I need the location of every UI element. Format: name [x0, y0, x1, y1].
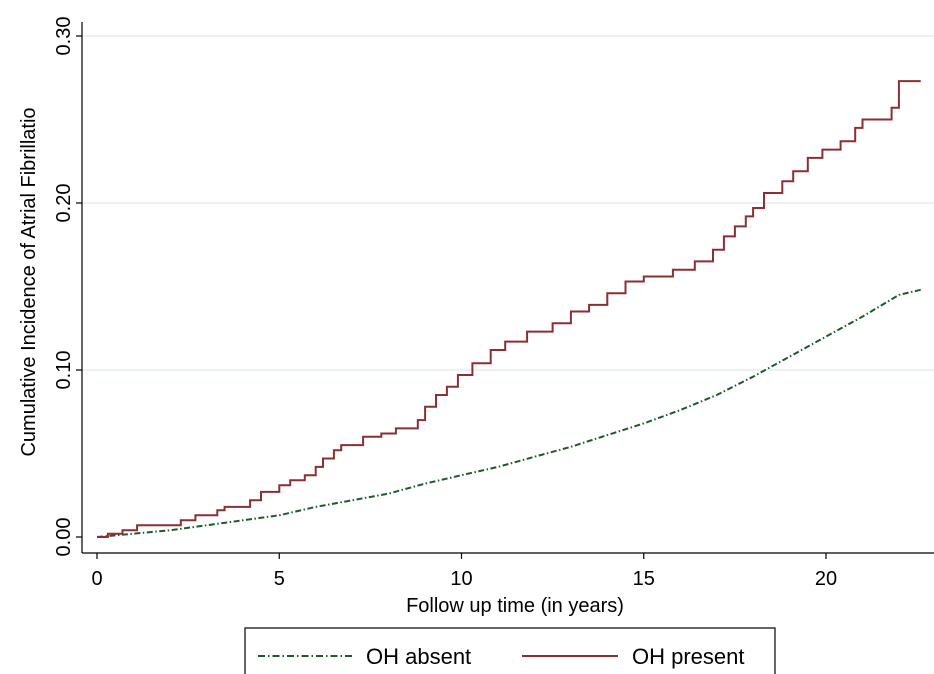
legend-label-oh-absent: OH absent: [366, 644, 471, 669]
tick-labels: 0.00 0.10 0.20 0.30 0 5 10 15 20: [53, 17, 837, 590]
legend-label-oh-present: OH present: [632, 644, 745, 669]
x-tick-label: 20: [815, 568, 837, 590]
legend-box: [244, 627, 776, 674]
x-tick-label: 10: [450, 568, 472, 590]
x-tick-label: 15: [633, 568, 655, 590]
series-layer: [96, 80, 922, 538]
legend: OH absent OH present: [244, 627, 776, 674]
x-tick-label: 5: [274, 568, 285, 590]
x-axis-title: Follow up time (in years): [406, 595, 624, 617]
grid-lines: [82, 35, 934, 371]
series-line-oh-present: [97, 80, 921, 538]
y-tick-label: 0.20: [53, 184, 75, 223]
y-tick-label: 0.10: [53, 351, 75, 390]
y-tick-label: 0.00: [53, 518, 75, 557]
y-axis-title: Cumulative Incidence of Atrial Fibrillat…: [18, 107, 40, 456]
y-tick-label: 0.30: [53, 17, 75, 56]
x-tick-label: 0: [91, 568, 102, 590]
axes: [76, 22, 934, 559]
series-line-oh-absent: [96, 288, 922, 538]
